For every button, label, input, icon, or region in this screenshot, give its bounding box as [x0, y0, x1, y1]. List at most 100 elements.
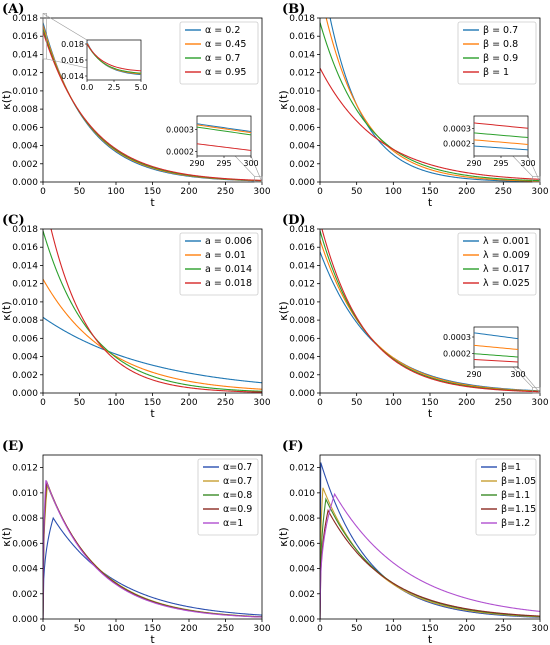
legend-label: α=0.7 [223, 476, 252, 487]
legend-label: α=0.9 [223, 504, 252, 515]
inset-y-tick-label: 0.0002 [443, 140, 471, 149]
series-line [320, 492, 540, 619]
y-tick-label: 0.010 [12, 489, 38, 499]
y-tick-label: 0.004 [12, 142, 38, 152]
y-tick-label: 0.014 [289, 261, 315, 271]
inset-y-tick-label: 0.014 [61, 72, 84, 81]
x-tick-label: 200 [180, 624, 197, 634]
x-tick-label: 100 [385, 624, 402, 634]
x-tick-label: 100 [385, 187, 402, 197]
series-line [320, 67, 540, 180]
zoom-region [42, 13, 47, 60]
y-tick-label: 0.008 [12, 105, 38, 115]
legend-label: α = 0.7 [205, 53, 240, 64]
legend-label: β=1.15 [501, 504, 536, 515]
y-tick-label: 0.018 [12, 225, 38, 235]
y-tick-label: 0.000 [12, 178, 38, 188]
inset-x-tick-label: 290 [466, 370, 481, 379]
zoom-region [532, 176, 541, 183]
y-tick-label: 0.010 [12, 298, 38, 308]
legend-label: a = 0.014 [205, 264, 252, 275]
inset: 0.0 2.5 5.0 0.014 0.016 0.018 [42, 13, 147, 92]
y-tick-label: 0.014 [12, 50, 38, 60]
legend-label: β = 0.7 [483, 25, 518, 36]
y-tick-label: 0.008 [12, 514, 38, 524]
x-tick-label: 250 [217, 624, 234, 634]
x-tick-label: 300 [253, 398, 270, 408]
y-axis-label: κ(t) [277, 90, 290, 109]
x-tick-label: 0 [317, 187, 323, 197]
x-tick-label: 100 [385, 398, 402, 408]
inset: 290 300 0.0002 0.0003 [443, 326, 541, 394]
y-tick-label: 0.000 [12, 615, 38, 625]
legend-label: λ = 0.009 [483, 250, 530, 261]
x-tick-label: 0 [317, 398, 323, 408]
y-tick-label: 0.016 [289, 32, 315, 42]
y-tick-label: 0.010 [289, 489, 315, 499]
y-axis-label: κ(t) [277, 527, 290, 546]
y-tick-label: 0.000 [289, 389, 315, 399]
x-tick-label: 50 [351, 187, 363, 197]
series-group [43, 480, 262, 619]
y-tick-label: 0.006 [289, 539, 315, 549]
y-tick-label: 0.016 [12, 243, 38, 253]
inset-frame [196, 115, 252, 157]
x-tick-label: 0 [40, 398, 46, 408]
legend-label: α=0.8 [223, 490, 252, 501]
series-group [320, 462, 540, 619]
legend-box [475, 458, 537, 536]
x-tick-label: 200 [458, 398, 475, 408]
legend-label: a = 0.01 [205, 250, 246, 261]
x-tick-label: 150 [144, 187, 161, 197]
y-tick-label: 0.000 [12, 389, 38, 399]
legend-label: a = 0.018 [205, 278, 252, 289]
y-tick-label: 0.012 [289, 69, 315, 79]
inset-series-line [473, 359, 519, 363]
zoom-connector [527, 155, 541, 183]
series-line [43, 516, 262, 619]
inset-y-tick-label: 0.0003 [443, 333, 471, 342]
inset-x-tick-label: 300 [243, 159, 258, 168]
series-line [321, 229, 540, 393]
series-line [325, 18, 540, 182]
panel-c: (C) 0 50 100 150 200 250 300 0.000 0.002 0.004 0.00… [0, 213, 271, 420]
x-tick-label: 0 [317, 624, 323, 634]
x-tick-label: 250 [495, 398, 512, 408]
inset-x-tick-label: 300 [510, 370, 525, 379]
legend-label: α=1 [223, 518, 243, 529]
x-tick-label: 0 [40, 187, 46, 197]
inset-series-line [473, 353, 519, 358]
y-tick-label: 0.002 [12, 160, 38, 170]
legend-label: λ = 0.017 [483, 264, 530, 275]
legend-label: α = 0.45 [205, 39, 246, 50]
inset-x-tick-label: 295 [216, 159, 231, 168]
legend-box [197, 458, 259, 536]
legend-label: β=1.1 [501, 490, 530, 501]
legend-label: β = 0.9 [483, 53, 518, 64]
y-tick-label: 0.004 [12, 565, 38, 575]
zoom-region [254, 176, 263, 183]
inset-series-line [86, 43, 142, 74]
y-tick-label: 0.016 [289, 243, 315, 253]
panel-label: (E) [2, 439, 24, 454]
y-tick-label: 0.012 [12, 464, 38, 474]
legend-label: α=0.7 [223, 462, 252, 473]
legend-label: λ = 0.025 [483, 278, 530, 289]
inset-series-line [473, 145, 529, 151]
inset-x-tick-label: 2.5 [108, 83, 121, 92]
inset-series-line [196, 143, 252, 151]
x-tick-label: 100 [107, 398, 124, 408]
y-tick-label: 0.002 [12, 371, 38, 381]
y-tick-label: 0.014 [289, 50, 315, 60]
x-axis-label: t [150, 407, 155, 420]
x-axis-label: t [428, 407, 433, 420]
x-tick-label: 300 [253, 187, 270, 197]
panel-label: (B) [282, 2, 305, 17]
y-tick-label: 0.006 [12, 123, 38, 133]
legend-box [457, 232, 537, 296]
inset-frame [473, 115, 529, 157]
inset-series-line [473, 344, 519, 350]
inset-y-tick-label: 0.0003 [166, 125, 194, 134]
inset-series-line [473, 139, 529, 145]
x-tick-label: 50 [74, 398, 86, 408]
